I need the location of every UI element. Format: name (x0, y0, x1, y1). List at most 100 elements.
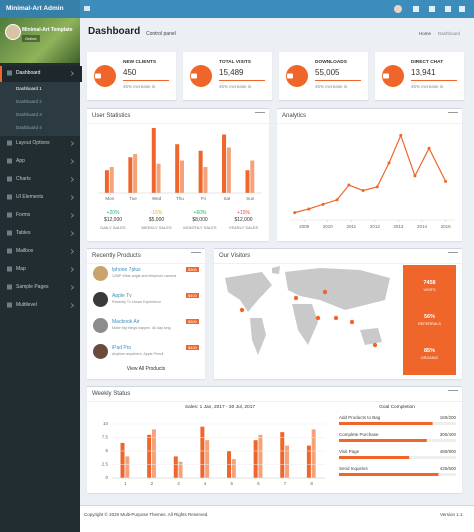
submenu-item[interactable]: Dashboard 2 (16, 99, 42, 104)
stat-amount: $12,000 (103, 217, 123, 223)
product-description: Recently Tv shows Experience (112, 300, 162, 304)
stat-change: +60% (193, 210, 207, 216)
version: Version 1.1 (440, 512, 463, 517)
panel-title: Recently Products (92, 253, 141, 259)
menu-item[interactable]: Tables (16, 230, 31, 236)
product-price: $400 (186, 293, 199, 298)
stat-label: YEARLY SALES (228, 225, 259, 230)
product-description: 12MP Wide-angle and telephoto camera (112, 274, 177, 278)
stat-label: DAILY SALES (100, 225, 126, 230)
product-price: $400 (186, 345, 199, 350)
submenu-item[interactable]: Dashboard 3 (16, 112, 42, 117)
panel-tools[interactable] (255, 112, 265, 116)
panel (277, 108, 462, 241)
info-value: 450 (123, 68, 137, 77)
stat-label: MONTHLY SALES (183, 225, 217, 230)
product-name[interactable]: Macbook Air (112, 319, 140, 325)
product-image (93, 266, 108, 281)
user-status[interactable]: Online (22, 35, 40, 42)
menu-active-bg (0, 66, 82, 82)
product-description: Anytime anywhere, Apple Pencil (112, 352, 164, 356)
menu-item[interactable]: App (16, 158, 25, 164)
submenu-item[interactable]: Dashboard 1 (16, 86, 42, 91)
product-name[interactable]: Apple Tv (112, 293, 132, 299)
user-name: Minimal-Art Template (22, 27, 73, 33)
info-icon (382, 65, 404, 87)
stat-amount: $5,000 (148, 217, 165, 223)
info-value: 15,489 (219, 68, 244, 77)
stat-change: -15% (150, 210, 163, 216)
info-progress (411, 80, 457, 81)
panel-tools[interactable] (448, 112, 458, 116)
menu-item[interactable]: Layout Options (16, 140, 50, 146)
info-value: 55,005 (315, 68, 340, 77)
submenu-item[interactable]: Dashboard 4 (16, 125, 42, 130)
product-image (93, 344, 108, 359)
panel-tools[interactable] (448, 390, 458, 394)
view-all-link[interactable]: View All Products (126, 366, 166, 372)
breadcrumb-home[interactable]: Home (419, 31, 432, 36)
visitor-value: 85% (423, 348, 435, 354)
info-note: 45% Increase in (123, 84, 156, 89)
visitor-label: REFERRALS (418, 322, 441, 326)
breadcrumb-current: Dashboard (438, 31, 461, 36)
product-price: $300 (186, 267, 199, 272)
visitor-label: ORGANIC (420, 356, 439, 360)
stat-change: +15% (237, 210, 250, 216)
logo[interactable]: Minimal-Art Admin (6, 5, 64, 12)
goal-value: 480/800 (439, 449, 456, 454)
panel-tools[interactable] (191, 252, 201, 256)
menu-item[interactable]: Multilevel (16, 302, 37, 308)
panel-divider (87, 263, 205, 264)
panel-divider (87, 401, 462, 402)
top-bar (80, 0, 474, 18)
goal-value: 300/400 (439, 432, 456, 437)
info-label: TOTAL VISITS (219, 60, 251, 65)
info-note: 45% Increase in (315, 84, 348, 89)
goal-value: 160/200 (439, 415, 456, 420)
info-progress (315, 80, 361, 81)
goal-name: Send Inquiries (339, 466, 368, 471)
info-label: DOWNLOADS (315, 60, 347, 65)
info-icon (190, 65, 212, 87)
visitors-panel (403, 265, 456, 375)
info-value: 13,941 (411, 68, 436, 77)
stat-change: +20% (106, 210, 120, 216)
stat-amount: $8,000 (192, 217, 208, 223)
stat-label: WEEKLY SALES (141, 225, 172, 230)
stat-amount: $12,000 (234, 217, 253, 223)
copyright: Copyright © 2020 Multi-Purpose Themes. A… (84, 512, 209, 517)
panel-title: Weekly Status (92, 391, 131, 397)
menu-item[interactable]: Charts (16, 176, 31, 182)
info-note: 45% Increase in (219, 84, 252, 89)
menu-item[interactable]: Mailbox (16, 248, 34, 254)
goal-value: 425/500 (439, 466, 456, 471)
panel (87, 386, 462, 493)
menu-item[interactable]: Sample Pages (16, 284, 49, 290)
info-label: DIRECT CHAT (411, 60, 444, 65)
visitor-value: 56% (423, 314, 435, 320)
product-name[interactable]: Iphone 7plus (112, 267, 141, 273)
product-name[interactable]: iPad Pro (112, 345, 132, 351)
page-title: Dashboard (88, 26, 141, 37)
panel-divider (87, 123, 269, 124)
submenu-bg (0, 82, 80, 136)
product-image (93, 292, 108, 307)
panel-title: User Statistics (92, 113, 131, 119)
footer (80, 505, 474, 532)
panel-tools[interactable] (448, 252, 458, 256)
goal-name: Complete Purchase (339, 432, 379, 437)
menu-item[interactable]: Dashboard (16, 70, 41, 76)
menu-item[interactable]: Map (16, 266, 26, 272)
panel-divider (277, 123, 462, 124)
panel-divider (214, 263, 462, 264)
goal-title: Goal Completion (379, 405, 415, 410)
panel-title: Our Visitors (219, 253, 251, 259)
menu-item[interactable]: Forms (16, 212, 31, 218)
menu-item[interactable]: UI Elements (16, 194, 44, 200)
info-label: NEW CLIENTS (123, 60, 157, 65)
visitor-value: 7458 (423, 280, 436, 286)
page-subtitle: Control panel (146, 31, 176, 37)
visitor-label: VISITS (423, 288, 436, 292)
goal-name: Visit Page (339, 449, 360, 454)
